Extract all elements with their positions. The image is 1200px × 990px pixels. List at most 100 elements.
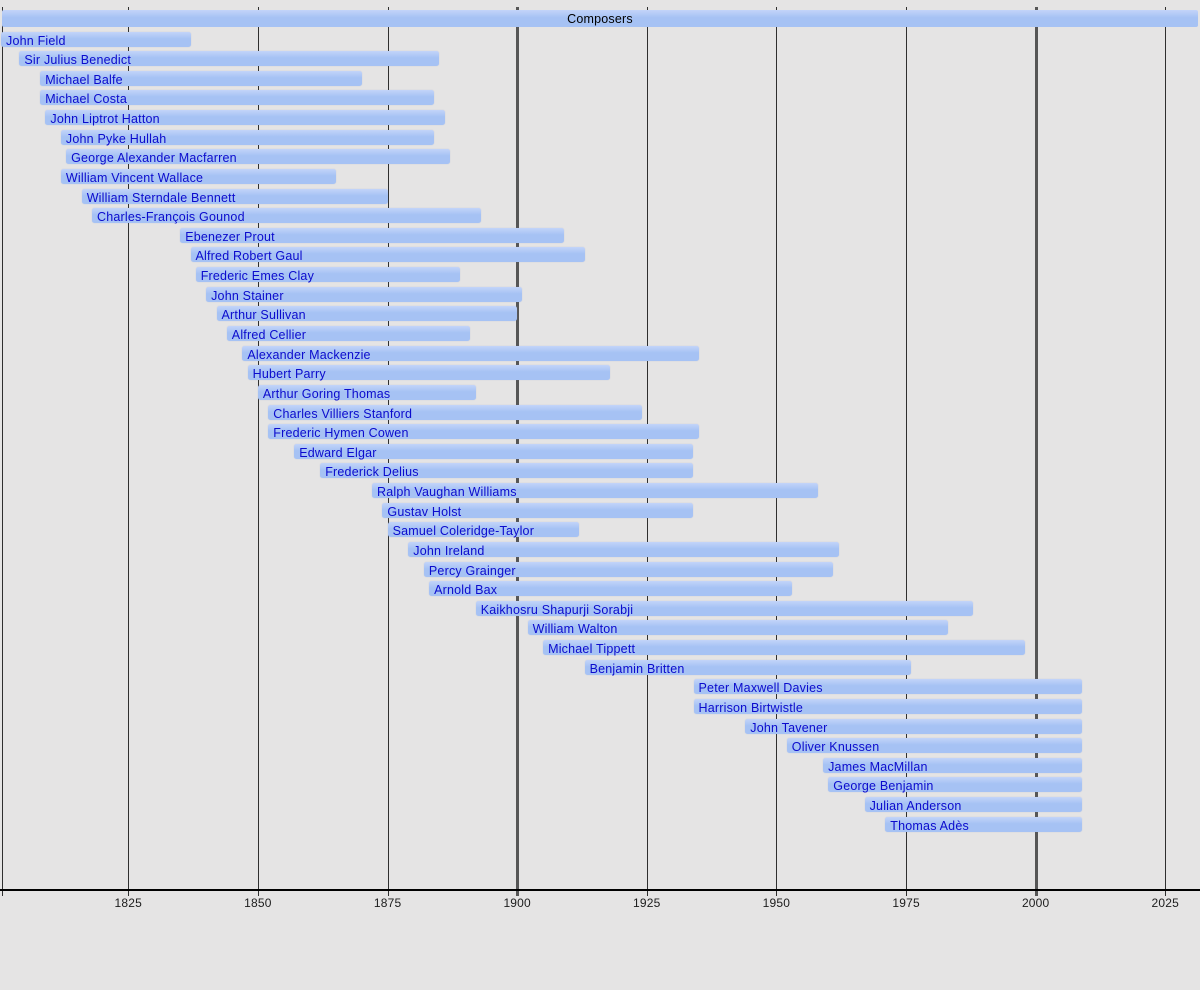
timeline-bar-gustav-holst: Gustav Holst [382,502,694,519]
timeline-bar-percy-grainger: Percy Grainger [423,561,834,578]
timeline-bar-arthur-sullivan: Arthur Sullivan [216,306,518,323]
timeline-bar-michael-costa: Michael Costa [40,90,435,107]
composer-name-label: William Vincent Wallace [65,170,204,185]
x-axis-tick-1850: 1850 [244,896,272,910]
x-axis-tick-1900: 1900 [503,896,531,910]
timeline-bar-alfred-cellier: Alfred Cellier [226,325,471,342]
timeline-bar-michael-balfe: Michael Balfe [40,70,362,87]
composer-name-label: Charles Villiers Stanford [273,406,413,421]
timeline-bar-hubert-parry: Hubert Parry [247,365,611,382]
composer-name-label: Alexander Mackenzie [247,347,371,362]
timeline-bar-john-ireland: John Ireland [408,541,839,558]
composer-name-label: Percy Grainger [428,563,516,578]
composer-name-label: Thomas Adès [890,818,969,833]
composer-name-label: Alfred Cellier [231,327,307,342]
composer-name-label: George Benjamin [833,779,934,794]
minor-gridline-1850 [258,7,259,896]
composer-name-label: Oliver Knussen [791,740,880,755]
timeline-bar-john-liptrot-hatton: John Liptrot Hatton [45,110,445,126]
composer-name-label: Edward Elgar [299,445,377,460]
composer-name-label: Hubert Parry [252,367,326,382]
x-axis-tick-2025: 2025 [1151,896,1180,910]
x-axis-tick-1975: 1975 [892,896,920,910]
chart-title-bar: Composers [2,10,1198,27]
timeline-bar-peter-maxwell-davies: Peter Maxwell Davies [693,679,1083,696]
composer-name-label: Michael Balfe [45,72,123,87]
composer-name-label: John Ireland [413,543,485,558]
x-axis-tick-1950: 1950 [762,896,791,910]
minor-gridline-1800 [2,7,3,896]
composer-name-label: Arthur Sullivan [221,308,306,323]
timeline-bar-samuel-coleridge-taylor: Samuel Coleridge-Taylor [387,522,580,539]
timeline-bar-john-tavener: John Tavener [745,718,1083,735]
composer-name-label: Frederick Delius [325,465,419,480]
composer-name-label: Gustav Holst [387,504,462,519]
timeline-bar-benjamin-britten: Benjamin Britten [584,659,912,676]
timeline-bar-julian-anderson: Julian Anderson [864,797,1083,814]
timeline-bar-sir-julius-benedict: Sir Julius Benedict [19,51,440,68]
composer-name-label: Julian Anderson [869,799,962,814]
composer-name-label: Frederic Hymen Cowen [273,426,409,441]
timeline-bar-william-walton: William Walton [527,620,948,637]
minor-gridline-1975 [906,7,907,896]
composer-name-label: Harrison Birtwistle [698,700,804,715]
timeline-bar-ebenezer-prout: Ebenezer Prout [180,227,564,244]
timeline-bar-arnold-bax: Arnold Bax [429,581,793,598]
composer-name-label: Michael Costa [45,92,127,107]
timeline-bar-john-field: John Field [1,31,191,48]
timeline-bar-john-stainer: John Stainer [206,286,523,303]
composer-name-label: William Walton [532,622,618,637]
timeline-bar-edward-elgar: Edward Elgar [294,443,694,460]
x-axis-tick-2000: 2000 [1021,896,1050,910]
composer-name-label: Kaikhosru Shapurji Sorabji [480,602,634,617]
timeline-bar-charles-villiers-stanford: Charles Villiers Stanford [268,404,642,421]
composer-name-label: John Field [6,33,66,48]
timeline-bar-frederick-delius: Frederick Delius [320,463,694,480]
composer-name-label: James MacMillan [828,759,928,774]
timeline-bar-alexander-mackenzie: Alexander Mackenzie [242,345,699,362]
composer-name-label: George Alexander Macfarren [71,151,237,166]
composer-name-label: Michael Tippett [548,642,636,656]
minor-gridline-1950 [776,7,777,896]
minor-gridline-1825 [128,7,129,896]
composer-name-label: Arthur Goring Thomas [262,386,391,401]
composer-name-label: Samuel Coleridge-Taylor [392,524,535,539]
composer-name-label: John Liptrot Hatton [50,112,160,126]
timeline-bar-charles-fran-ois-gounod: Charles-François Gounod [92,208,481,225]
timeline-bar-michael-tippett: Michael Tippett [543,640,1026,656]
timeline-bar-frederic-hymen-cowen: Frederic Hymen Cowen [268,424,699,441]
timeline-bar-alfred-robert-gaul: Alfred Robert Gaul [190,247,585,264]
timeline-bar-ralph-vaughan-williams: Ralph Vaughan Williams [372,483,818,499]
timeline-bar-george-benjamin: George Benjamin [828,777,1083,794]
chart-title: Composers [567,12,633,26]
minor-gridline-2025 [1165,7,1166,896]
composer-name-label: Alfred Robert Gaul [195,249,303,264]
timeline-bar-william-vincent-wallace: William Vincent Wallace [60,168,336,185]
timeline-bar-harrison-birtwistle: Harrison Birtwistle [693,698,1083,715]
timeline-bar-james-macmillan: James MacMillan [823,757,1083,774]
composer-name-label: Arnold Bax [434,583,498,598]
composer-name-label: Frederic Emes Clay [200,269,315,284]
composer-name-label: Sir Julius Benedict [24,53,132,68]
composer-name-label: Peter Maxwell Davies [698,681,823,696]
timeline-bar-arthur-goring-thomas: Arthur Goring Thomas [257,384,476,401]
timeline-bar-george-alexander-macfarren: George Alexander Macfarren [66,149,450,166]
composer-name-label: John Tavener [750,720,828,735]
x-axis-tick-1875: 1875 [373,896,402,910]
composer-name-label: John Stainer [211,288,284,303]
composer-name-label: William Sterndale Bennett [86,190,236,205]
timeline-bar-john-pyke-hullah: John Pyke Hullah [60,129,435,146]
x-axis-tick-1825: 1825 [114,896,143,910]
x-axis-tick-1925: 1925 [633,896,661,910]
timeline-bar-oliver-knussen: Oliver Knussen [786,738,1083,755]
composer-name-label: John Pyke Hullah [65,131,167,146]
composer-name-label: Benjamin Britten [589,661,685,676]
composer-name-label: Ralph Vaughan Williams [377,485,517,499]
timeline-bar-thomas-ad-s: Thomas Adès [885,816,1083,833]
timeline-bar-frederic-emes-clay: Frederic Emes Clay [195,267,461,284]
timeline-bar-kaikhosru-shapurji-sorabji: Kaikhosru Shapurji Sorabji [475,600,974,617]
composer-name-label: Charles-François Gounod [97,210,245,225]
